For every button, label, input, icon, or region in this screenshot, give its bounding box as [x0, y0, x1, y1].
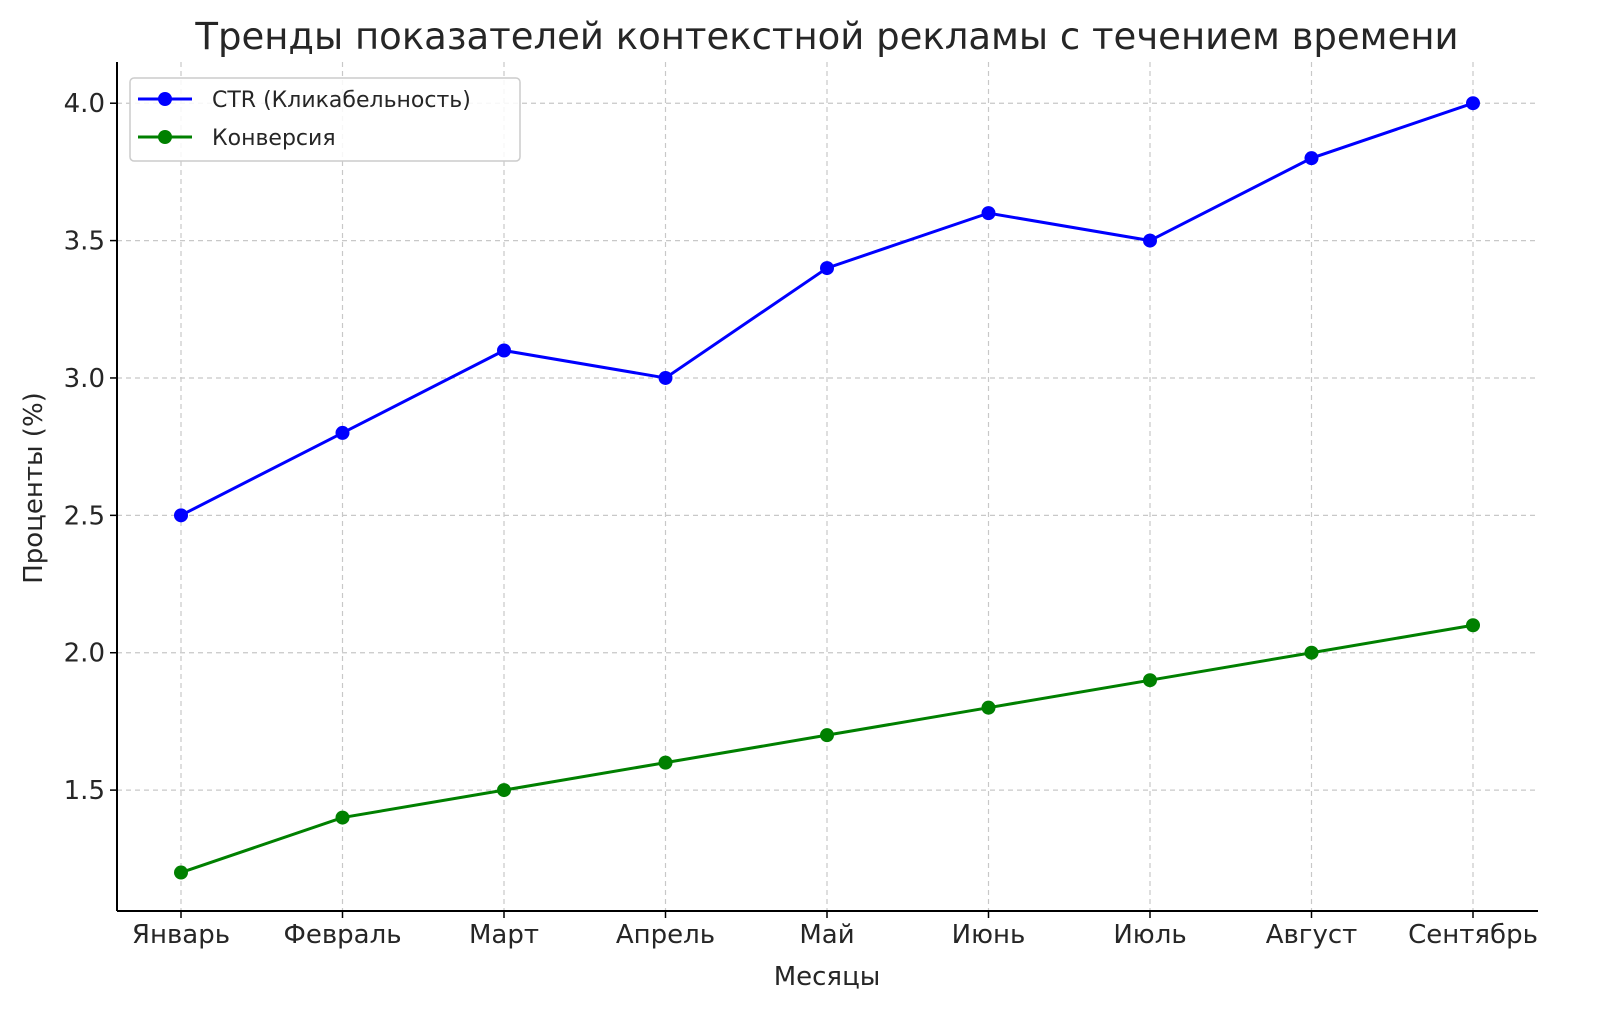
legend-label-ctr: CTR (Кликабельность) [212, 88, 471, 113]
y-tick-label: 3.0 [64, 364, 105, 394]
data-point [658, 370, 673, 385]
y-tick-label: 4.0 [64, 89, 105, 119]
data-point [1304, 645, 1319, 660]
series-layer [174, 96, 1480, 880]
legend-box [129, 77, 521, 162]
x-tick-label: Сентябрь [1408, 920, 1538, 950]
x-tick-label: Август [1266, 920, 1358, 950]
data-point [981, 700, 996, 715]
x-tick-label: Июль [1113, 920, 1186, 950]
y-ticks: 1.5 2.0 2.5 3.0 3.5 4.0 [64, 89, 117, 806]
x-tick-label: Июнь [952, 920, 1026, 950]
x-tick-label: Январь [132, 920, 230, 950]
data-point [335, 810, 350, 825]
x-axis-label: Месяцы [774, 962, 881, 992]
y-tick-label: 2.5 [64, 501, 105, 531]
x-tick-label: Апрель [616, 920, 715, 950]
x-ticks: Январь Февраль Март Апрель Май Июнь Июль Август… [132, 911, 1538, 950]
x-tick-label: Март [469, 920, 539, 950]
data-point [981, 206, 996, 221]
data-point [820, 261, 834, 276]
grid [117, 62, 1538, 911]
data-point [497, 343, 511, 358]
data-point [820, 728, 834, 743]
legend: CTR (Кликабельность) Конверсия [129, 77, 521, 162]
legend-label-conversion: Конверсия [212, 126, 336, 151]
data-point [335, 425, 350, 440]
y-tick-label: 1.5 [64, 776, 105, 806]
legend-marker-ctr [158, 92, 172, 106]
data-point [1466, 96, 1480, 111]
data-point [1143, 233, 1157, 248]
data-point [497, 783, 511, 798]
y-tick-label: 2.0 [64, 639, 105, 669]
chart-title: Тренды показателей контекстной рекламы с… [194, 15, 1458, 58]
data-point [1304, 151, 1319, 166]
data-point [1143, 673, 1157, 688]
x-tick-label: Февраль [283, 920, 401, 950]
data-point [1466, 618, 1480, 633]
data-point [174, 508, 188, 523]
legend-marker-conversion [158, 130, 172, 144]
y-axis-label: Проценты (%) [19, 392, 49, 584]
data-point [658, 755, 673, 770]
x-tick-label: Май [799, 920, 854, 950]
y-tick-label: 3.5 [64, 227, 105, 257]
data-point [174, 865, 188, 880]
